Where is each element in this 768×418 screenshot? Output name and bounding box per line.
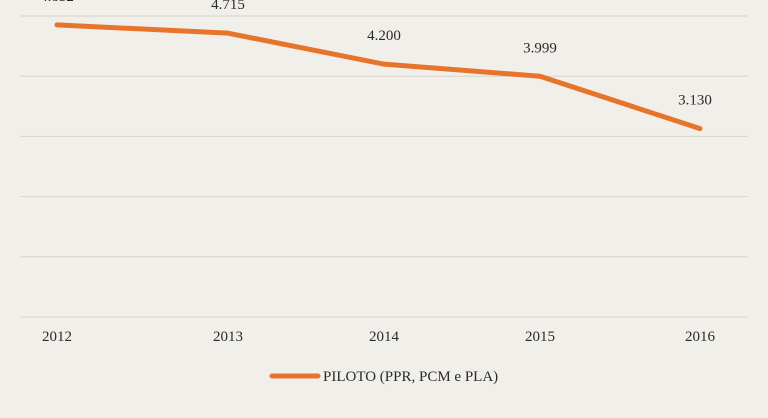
legend: PILOTO (PPR, PCM e PLA) [269, 369, 498, 385]
x-tick-label: 2016 [685, 329, 716, 345]
x-tick-label: 2015 [525, 329, 555, 345]
x-tick-label: 2014 [369, 329, 400, 345]
data-label: 3.130 [678, 93, 712, 109]
x-tick-label: 2012 [42, 329, 72, 345]
data-label: 4.200 [367, 28, 401, 44]
series-line-piloto [54, 22, 703, 132]
data-labels: 4.852 4.715 4.200 3.999 3.130 [40, 0, 712, 109]
legend-label: PILOTO (PPR, PCM e PLA) [323, 369, 498, 385]
x-axis: 2012 2013 2014 2015 2016 [42, 329, 716, 345]
data-label: 4.852 [40, 0, 74, 5]
data-label: 3.999 [523, 40, 557, 56]
x-tick-label: 2013 [213, 329, 243, 345]
data-label: 4.715 [211, 0, 245, 13]
gridlines [20, 15, 748, 318]
series-lines [54, 22, 703, 132]
